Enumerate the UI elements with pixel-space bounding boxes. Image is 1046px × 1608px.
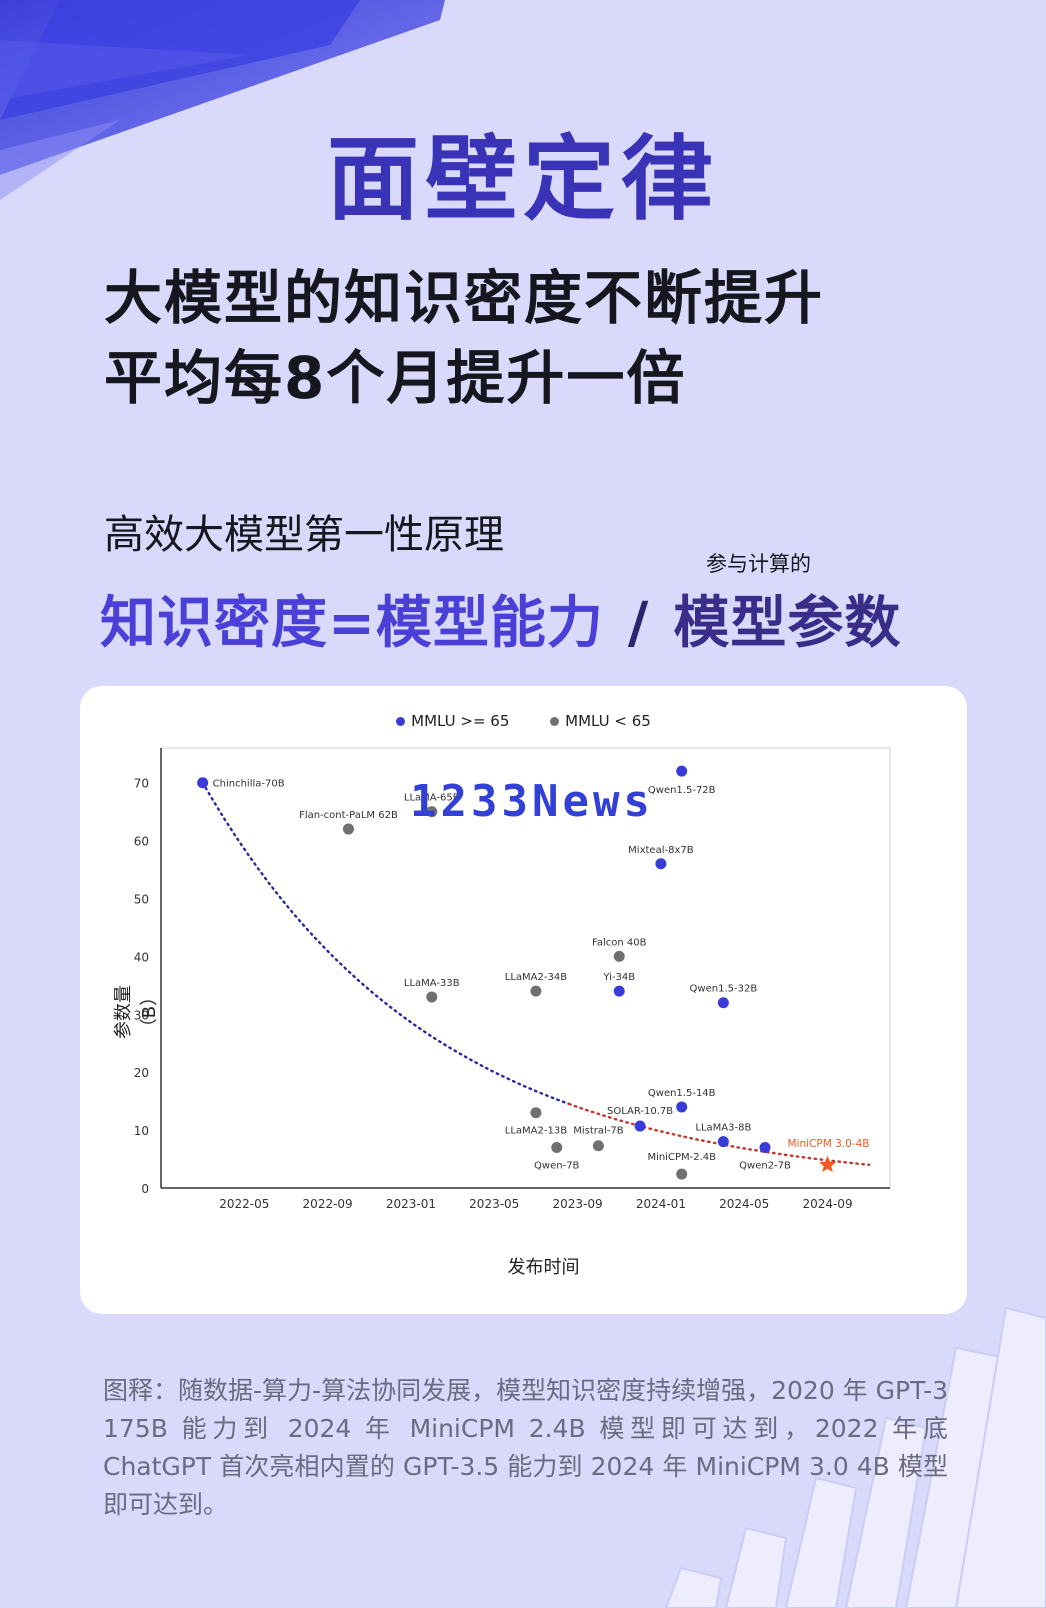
data-label: Mixteal-8x7B: [628, 845, 694, 856]
chart-card: MMLU >= 65 MMLU < 65 0 10 20 30 40 50 60 70 2022…: [80, 686, 967, 1314]
data-label: Qwen-7B: [534, 1160, 580, 1171]
formula-left: 知识密度=模型能力: [100, 591, 604, 656]
data-label: Flan-cont-PaLM 62B: [299, 810, 398, 821]
data-label: Qwen2-7B: [739, 1160, 791, 1171]
x-axis-label: 发布时间: [507, 1257, 580, 1278]
data-point-star: [819, 1155, 837, 1173]
legend-dot-low: [550, 717, 560, 726]
data-point: [592, 1140, 604, 1152]
data-point: [676, 1168, 688, 1180]
headline-line-1: 大模型的知识密度不断提升: [104, 264, 825, 332]
data-label: MiniCPM-2.4B: [647, 1152, 716, 1163]
data-label: MiniCPM 3.0-4B: [788, 1138, 870, 1150]
data-label: Qwen1.5-72B: [648, 785, 716, 796]
data-label: Chinchilla-70B: [213, 779, 285, 790]
data-point: [655, 858, 667, 870]
data-point: [759, 1141, 771, 1153]
x-tick-label: 2023-09: [553, 1197, 603, 1211]
data-label: LLaMA-65B: [404, 793, 460, 804]
x-tick-label: 2023-05: [469, 1197, 519, 1211]
formula-slash: /: [627, 591, 650, 656]
y-tick-label: 10: [134, 1124, 149, 1138]
principle-heading: 高效大模型第一性原理: [104, 512, 504, 558]
data-label: Qwen1.5-32B: [690, 984, 758, 995]
data-point: [530, 985, 542, 997]
scatter-chart: 0 10 20 30 40 50 60 70 2022-05 2022-09 2023-01 2023…: [134, 747, 891, 1211]
data-point: [613, 985, 625, 997]
data-point: [676, 765, 688, 777]
data-label: LLaMA3-8B: [695, 1123, 751, 1134]
chart-legend: MMLU >= 65 MMLU < 65: [80, 712, 967, 730]
data-point: [197, 777, 209, 789]
decorative-prism-top-left: [0, 0, 445, 200]
data-point: [530, 1107, 542, 1119]
data-point: [426, 991, 438, 1003]
x-tick-label: 2022-09: [303, 1197, 353, 1211]
data-label: LLaMA-33B: [404, 978, 460, 989]
data-label: LLaMA2-13B: [505, 1126, 567, 1137]
legend-item-low: MMLU < 65: [550, 712, 651, 730]
y-tick-label: 60: [134, 835, 149, 849]
headline: 大模型的知识密度不断提升 平均每8个月提升一倍: [104, 258, 824, 418]
formula-right: 模型参数: [673, 591, 902, 656]
data-label: Mistral-7B: [573, 1126, 624, 1137]
data-point: [717, 1136, 729, 1148]
x-tick-label: 2022-05: [219, 1197, 269, 1211]
data-point: [551, 1141, 563, 1153]
legend-item-high: MMLU >= 65: [396, 712, 509, 730]
data-point: [342, 823, 354, 835]
data-point: [676, 1101, 688, 1113]
x-tick-label: 2024-01: [636, 1197, 686, 1211]
decorative-glass-bars-bottom-right: [664, 1306, 1046, 1608]
legend-label-high: MMLU >= 65: [411, 712, 510, 730]
y-tick-label: 50: [134, 893, 149, 907]
legend-label-low: MMLU < 65: [565, 712, 651, 730]
formula-note: 参与计算的: [706, 552, 811, 576]
trend-line-blue: [201, 781, 571, 1106]
data-label: SOLAR-10.7B: [607, 1106, 673, 1117]
y-tick-label: 30: [134, 1008, 149, 1022]
formula: 知识密度=模型能力 / 模型参数: [100, 578, 901, 659]
headline-line-2: 平均每8个月提升一倍: [104, 344, 687, 412]
x-tick-label: 2023-01: [386, 1197, 436, 1211]
data-label: Falcon 40B: [592, 937, 647, 948]
data-point: [717, 997, 729, 1009]
data-point: [613, 950, 625, 962]
data-point: [426, 806, 438, 818]
x-tick-label: 2024-09: [802, 1197, 852, 1211]
y-tick-label: 40: [134, 950, 149, 964]
data-label: LLaMA2-34B: [505, 972, 567, 983]
page-title: 面壁定律: [326, 126, 719, 233]
y-tick-label: 70: [134, 777, 149, 791]
legend-dot-high: [396, 717, 406, 726]
data-label: Qwen1.5-14B: [648, 1088, 716, 1099]
y-axis-label: 参数量（B）: [113, 985, 160, 1039]
data-point: [634, 1120, 646, 1132]
watermark: 1233News: [410, 776, 654, 827]
y-tick-label: 0: [141, 1182, 149, 1196]
x-tick-label: 2024-05: [719, 1197, 769, 1211]
caption: 图释：随数据-算力-算法协同发展，模型知识密度持续增强，2020 年 GPT-3…: [103, 1376, 948, 1519]
y-tick-label: 20: [134, 1066, 149, 1080]
data-label: Yi-34B: [602, 972, 635, 983]
